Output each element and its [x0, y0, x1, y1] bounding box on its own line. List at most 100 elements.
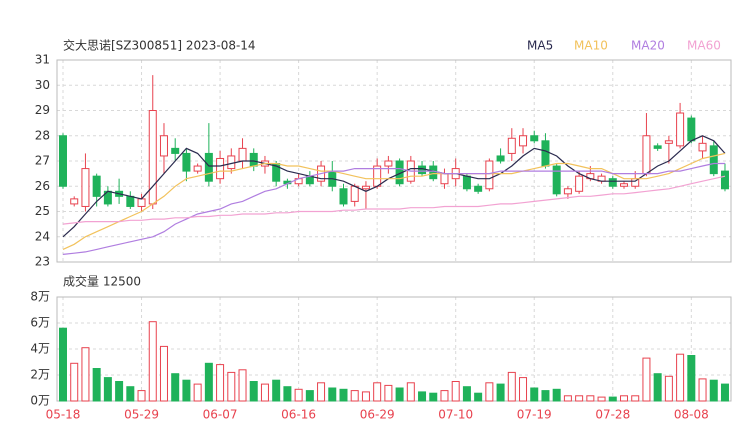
legend-entry: MA5 — [527, 39, 553, 53]
candle-body — [92, 175, 101, 197]
volume-bar — [552, 388, 561, 402]
candle-body — [384, 160, 393, 167]
candle-body — [507, 137, 516, 154]
chart-title: 交大思诺[SZ300851] 2023-08-14 — [63, 38, 256, 53]
y-tick-label: 28 — [35, 128, 50, 142]
volume-bar — [384, 384, 393, 402]
ma-line — [62, 152, 726, 250]
candle-body — [496, 155, 505, 162]
volume-bar — [451, 381, 460, 402]
volume-bar — [81, 347, 90, 402]
y-tick-label: 30 — [35, 78, 50, 92]
volume-bar — [283, 386, 292, 402]
volume-bar — [429, 392, 438, 402]
candle-body — [59, 135, 67, 187]
candle-body — [137, 198, 146, 207]
volume-bar — [171, 373, 180, 402]
candle-body — [676, 112, 685, 147]
volume-bar — [519, 377, 528, 402]
volume-bar — [563, 395, 572, 402]
volume-bar — [440, 390, 449, 402]
volume-tick-label: 8万 — [30, 290, 50, 304]
volume-bar — [204, 362, 213, 402]
volume-bar — [294, 388, 303, 402]
candle-body — [70, 198, 79, 205]
volume-bar — [586, 395, 595, 402]
volume-bar — [698, 378, 707, 402]
candle-body — [193, 165, 202, 172]
volume-bar — [339, 388, 348, 402]
volume-bar — [575, 395, 584, 402]
volume-bar — [608, 396, 617, 402]
volume-bar — [92, 368, 101, 402]
legend-entry: MA20 — [631, 39, 665, 53]
candle-body — [608, 178, 617, 187]
volume-title: 成交量 12500 — [63, 274, 141, 289]
volume-bar — [664, 375, 673, 402]
volume-tick-label: 2万 — [30, 368, 50, 382]
candle-body — [159, 135, 168, 157]
price-frame — [56, 59, 732, 263]
candle-body — [440, 173, 449, 185]
candle-body — [182, 152, 191, 172]
candle-body — [563, 188, 572, 195]
volume-bar — [103, 377, 112, 402]
candle-body — [709, 145, 718, 175]
volume-bar — [70, 362, 79, 402]
volume-bar — [620, 395, 628, 402]
volume-bar — [395, 387, 404, 402]
volume-frame — [56, 296, 732, 402]
candle-body — [429, 165, 438, 180]
y-tick-label: 31 — [35, 53, 50, 67]
candle-body — [642, 135, 651, 175]
ma-line — [62, 162, 725, 255]
x-tick-label: 06-29 — [360, 408, 395, 422]
volume-bar — [216, 364, 225, 402]
volume-bar — [406, 382, 415, 402]
volume-bar — [148, 321, 157, 402]
volume-bar — [272, 379, 281, 402]
candle-body — [653, 145, 662, 149]
y-tick-label: 27 — [35, 154, 50, 168]
volume-bar — [507, 371, 516, 402]
candle-body — [530, 135, 539, 142]
volume-bar — [720, 383, 729, 402]
volume-bar — [709, 379, 718, 402]
candle-body — [541, 140, 550, 167]
volume-bar — [59, 327, 67, 402]
volume-bar — [238, 369, 247, 402]
volume-tick-label: 6万 — [30, 316, 50, 330]
volume-bar — [350, 390, 359, 402]
volume-bar — [418, 391, 427, 402]
candle-body — [171, 147, 180, 154]
candle-body — [698, 142, 707, 152]
y-tick-label: 26 — [35, 179, 50, 193]
candle-body — [620, 183, 628, 187]
volume-bar — [541, 390, 550, 402]
volume-bar — [474, 392, 483, 402]
volume-tick-label: 0万 — [30, 394, 50, 408]
volume-bar — [227, 371, 236, 402]
volume-bar — [676, 353, 685, 402]
x-tick-label: 06-07 — [203, 408, 238, 422]
candle-body — [350, 185, 359, 202]
volume-bar — [193, 383, 202, 402]
volume-bar — [182, 379, 191, 402]
candle-body — [552, 165, 561, 195]
volume-bar — [361, 391, 370, 402]
legend-entry: MA10 — [574, 39, 608, 53]
volume-bar — [373, 382, 382, 402]
volume-bar — [496, 383, 505, 402]
candle-body — [418, 165, 427, 175]
volume-bar — [137, 390, 146, 402]
volume-bar — [126, 386, 135, 402]
volume-bar — [485, 382, 494, 402]
candle-body — [339, 188, 348, 205]
volume-tick-label: 4万 — [30, 342, 50, 356]
y-tick-label: 25 — [35, 204, 50, 218]
x-tick-label: 05-18 — [46, 408, 81, 422]
volume-bar — [249, 381, 258, 402]
y-tick-label: 23 — [35, 255, 50, 269]
candle-body — [216, 157, 225, 180]
